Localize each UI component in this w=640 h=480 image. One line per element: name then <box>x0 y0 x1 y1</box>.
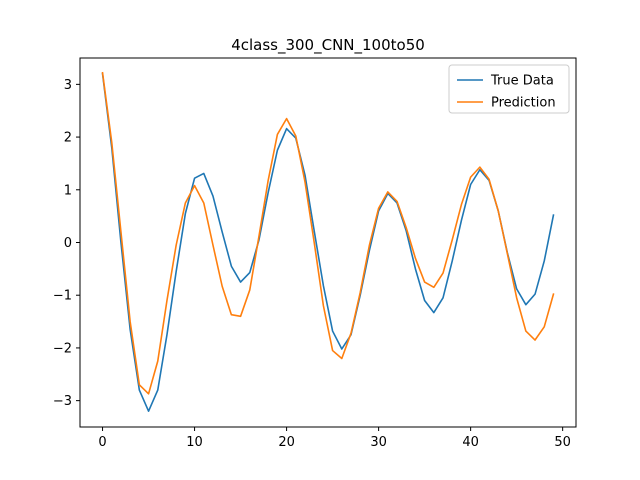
legend-box <box>448 64 570 114</box>
x-tick-label: 10 <box>186 435 203 450</box>
x-tick-label: 50 <box>554 435 571 450</box>
y-tick-label: 3 <box>64 78 72 93</box>
y-tick-label: 0 <box>64 236 72 251</box>
legend-label: True Data <box>490 74 554 89</box>
x-tick-label: 30 <box>370 435 387 450</box>
chart-title: 4class_300_CNN_100to50 <box>231 36 425 55</box>
x-tick-label: 0 <box>98 435 106 450</box>
plot-lines <box>101 71 555 412</box>
y-tick-label: −2 <box>53 341 72 356</box>
y-tick-label: −3 <box>53 394 72 409</box>
legend: True Data Prediction <box>448 64 570 114</box>
x-tick-label: 40 <box>462 435 479 450</box>
series-line-1 <box>101 72 555 412</box>
x-axis: 0 10 20 30 40 50 <box>98 427 571 450</box>
legend-label: Prediction <box>491 96 556 111</box>
y-axis: −3 −2 −1 0 1 2 3 <box>53 78 80 409</box>
x-tick-label: 20 <box>278 435 295 450</box>
y-tick-label: 1 <box>64 183 72 198</box>
series-line-2 <box>101 71 555 395</box>
y-tick-label: 2 <box>64 131 72 146</box>
y-tick-label: −1 <box>53 289 72 304</box>
